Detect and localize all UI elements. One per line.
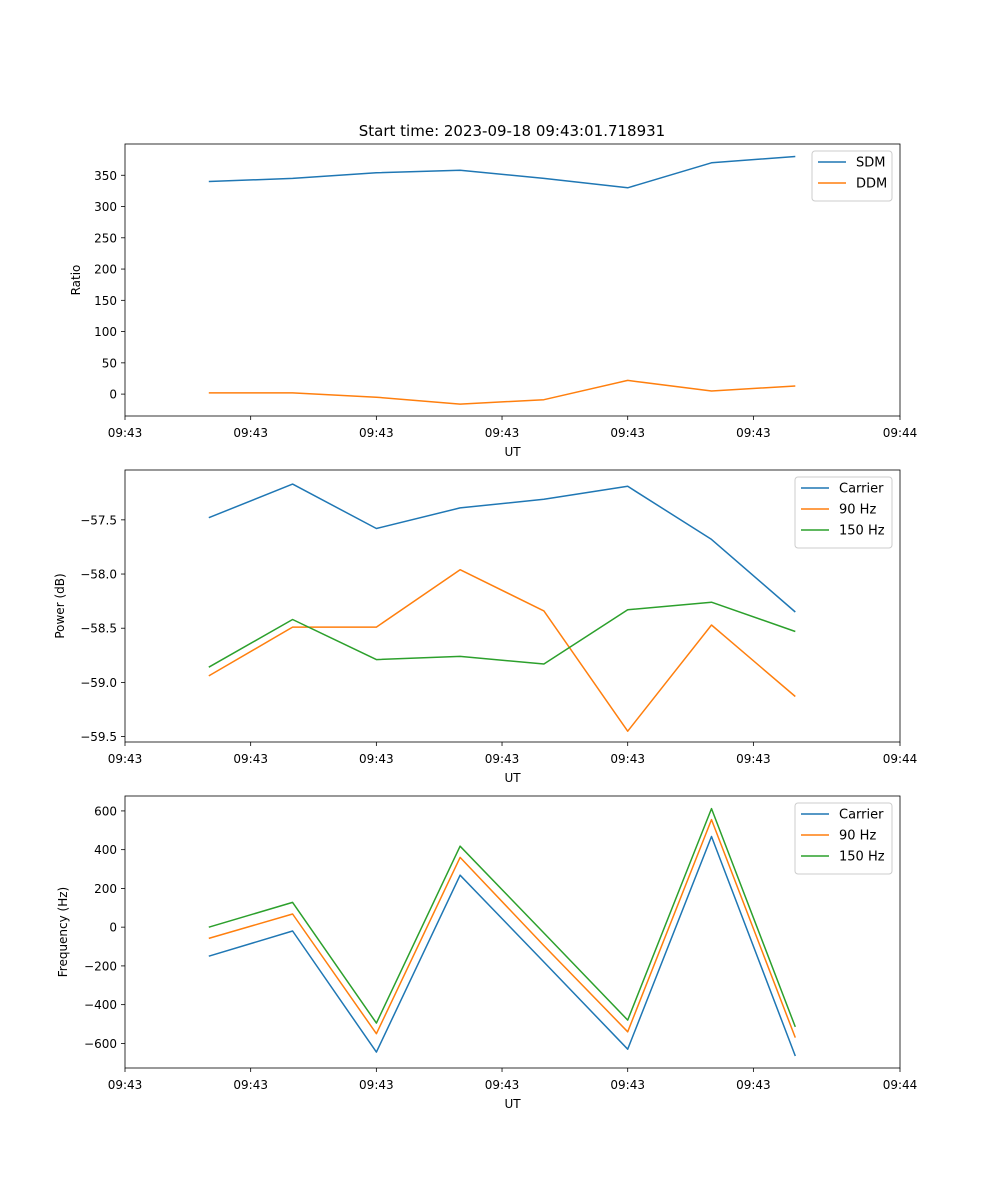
chart-3-xtick-label: 09:43	[485, 1078, 520, 1092]
chart-1-ytick-label: 50	[102, 356, 117, 370]
chart-2-xtick-label: 09:44	[883, 752, 918, 766]
chart-1-xtick-label: 09:43	[485, 426, 520, 440]
chart-3-ytick-label: −400	[84, 998, 117, 1012]
chart-1-ytick-label: 200	[94, 263, 117, 277]
chart-1-axes-frame	[124, 143, 901, 417]
chart-3-ytick-label: 200	[94, 882, 117, 896]
chart-2-xtick-label: 09:43	[485, 752, 520, 766]
chart-3-ytick-label: 600	[94, 804, 117, 818]
chart-2-legend-label: 90 Hz	[839, 503, 876, 518]
chart-1-series-sdm	[208, 155, 796, 189]
chart-1-legend-label: SDM	[856, 156, 885, 171]
chart-3-ytick-label: −200	[84, 959, 117, 973]
chart-2-legend-label: Carrier	[839, 482, 884, 497]
chart-3-xtick-label: 09:43	[108, 1078, 143, 1092]
chart-3-xtick-label: 09:43	[610, 1078, 645, 1092]
chart-3-ytick-label: 400	[94, 843, 117, 857]
chart-2-ylabel: Power (dB)	[53, 573, 67, 638]
chart-2-series-150-hz	[208, 601, 796, 668]
chart-3-legend-label: 90 Hz	[839, 829, 876, 844]
chart-3-series-90-hz	[208, 818, 797, 1038]
chart-3-xtick-label: 09:43	[736, 1078, 771, 1092]
chart-3-xtick-label: 09:44	[883, 1078, 918, 1092]
chart-1-xtick-label: 09:43	[736, 426, 771, 440]
chart-1-xtick-label: 09:43	[233, 426, 268, 440]
chart-1-legend-box	[811, 150, 893, 202]
chart-2-ytick-label: −58.0	[80, 568, 117, 582]
chart-2-series-carrier	[208, 483, 796, 613]
chart-1-ytick-label: 0	[109, 388, 117, 402]
chart-2-ytick-label: −59.5	[80, 730, 117, 744]
chart-frequency: 09:43 09:43 09:43 09:43 09:43 09:43 09:44 −600 −…	[56, 795, 918, 1111]
chart-3-xtick-label: 09:43	[233, 1078, 268, 1092]
chart-3-series-150-hz	[208, 807, 797, 1028]
chart-2-xtick-label: 09:43	[610, 752, 645, 766]
chart-2-xtick-label: 09:43	[736, 752, 771, 766]
chart-ratio: 09:43 09:43 09:43 09:43 09:43 09:43 09:44 0 50 10…	[69, 143, 918, 459]
chart-2-xlabel: UT	[504, 771, 521, 785]
chart-2-ytick-label: −58.5	[80, 622, 117, 636]
chart-2-xtick-label: 09:43	[108, 752, 143, 766]
chart-3-legend-label: 150 Hz	[839, 850, 885, 865]
chart-2-axes-frame	[124, 469, 901, 743]
chart-3-ylabel: Frequency (Hz)	[56, 887, 70, 978]
chart-1-ytick-label: 100	[94, 325, 117, 339]
chart-1-xtick-label: 09:43	[610, 426, 645, 440]
figure-title: Start time: 2023-09-18 09:43:01.718931	[359, 122, 665, 140]
chart-3-series-carrier	[208, 835, 797, 1057]
chart-2-ytick-label: −59.0	[80, 676, 117, 690]
chart-1-xtick-label: 09:43	[108, 426, 143, 440]
chart-1-ytick-label: 250	[94, 231, 117, 245]
chart-1-xtick-label: 09:43	[359, 426, 394, 440]
chart-3-ytick-label: −600	[84, 1037, 117, 1051]
chart-2-xtick-label: 09:43	[233, 752, 268, 766]
chart-1-ytick-label: 350	[94, 169, 117, 183]
chart-3-xlabel: UT	[504, 1097, 521, 1111]
chart-power: 09:43 09:43 09:43 09:43 09:43 09:43 09:44 −59.5…	[53, 469, 918, 785]
chart-1-ytick-label: 300	[94, 200, 117, 214]
chart-1-legend-label: DDM	[856, 177, 887, 192]
chart-1-ytick-label: 150	[94, 294, 117, 308]
chart-1-xlabel: UT	[504, 445, 521, 459]
chart-1-ylabel: Ratio	[69, 265, 83, 296]
chart-3-axes-frame	[124, 795, 901, 1069]
chart-1-xtick-label: 09:44	[883, 426, 918, 440]
chart-2-xtick-label: 09:43	[359, 752, 394, 766]
chart-3-xtick-label: 09:43	[359, 1078, 394, 1092]
chart-2-legend-label: 150 Hz	[839, 524, 885, 539]
chart-3-ytick-label: 0	[109, 921, 117, 935]
chart-3-legend-label: Carrier	[839, 808, 884, 823]
chart-2-series-90-hz	[208, 568, 796, 732]
chart-1-series-ddm	[208, 379, 796, 405]
chart-2-ytick-label: −57.5	[80, 513, 117, 527]
